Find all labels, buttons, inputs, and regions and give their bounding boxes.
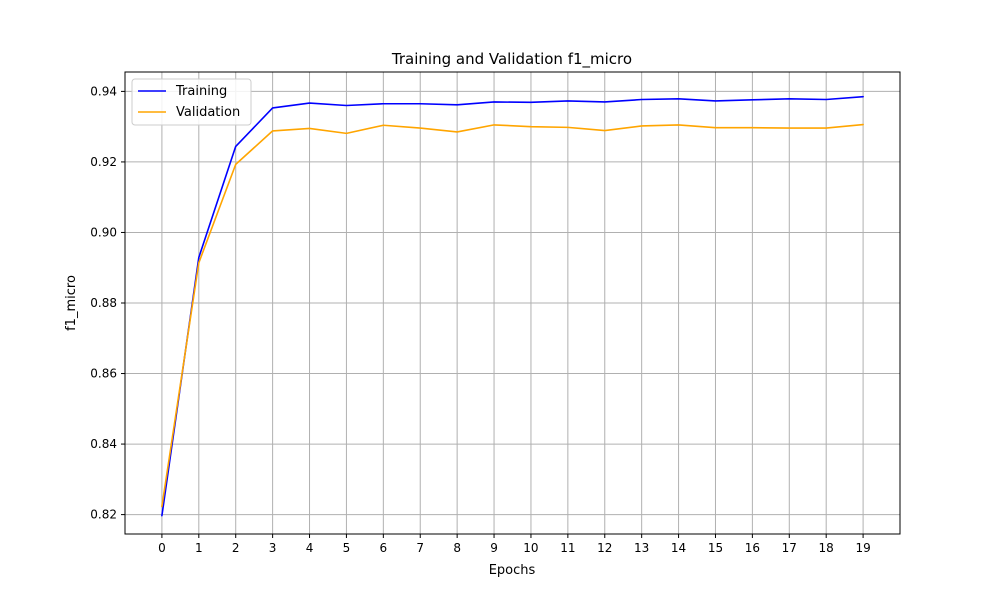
x-tick-label: 15 bbox=[708, 541, 723, 555]
x-tick-label: 7 bbox=[416, 541, 424, 555]
x-tick-label: 10 bbox=[523, 541, 538, 555]
x-tick-label: 13 bbox=[634, 541, 649, 555]
x-tick-label: 19 bbox=[855, 541, 870, 555]
x-tick-label: 2 bbox=[232, 541, 240, 555]
x-tick-label: 1 bbox=[195, 541, 203, 555]
x-tick-label: 5 bbox=[343, 541, 351, 555]
y-tick-label: 0.88 bbox=[90, 296, 117, 310]
x-tick-label: 18 bbox=[819, 541, 834, 555]
y-tick-label: 0.92 bbox=[90, 155, 117, 169]
x-axis-label: Epochs bbox=[489, 563, 536, 578]
x-tick-label: 12 bbox=[597, 541, 612, 555]
y-tick-label: 0.84 bbox=[90, 437, 117, 451]
chart-title: Training and Validation f1_micro bbox=[391, 50, 632, 69]
y-tick-label: 0.90 bbox=[90, 225, 117, 239]
y-tick-label: 0.94 bbox=[90, 84, 117, 98]
x-tick-label: 0 bbox=[158, 541, 166, 555]
x-tick-label: 8 bbox=[453, 541, 461, 555]
legend: Training Validation bbox=[131, 78, 252, 126]
x-tick-label: 11 bbox=[560, 541, 575, 555]
x-tick-label: 17 bbox=[782, 541, 797, 555]
series-line-training bbox=[161, 95, 864, 517]
legend-label-validation: Validation bbox=[176, 105, 240, 120]
series-lines bbox=[161, 95, 864, 517]
series-line-validation bbox=[161, 123, 864, 508]
x-tick-label: 6 bbox=[380, 541, 388, 555]
y-axis-label: f1_micro bbox=[64, 275, 79, 331]
x-tick-label: 4 bbox=[306, 541, 314, 555]
x-axis-ticks: 0 1 2 3 4 5 6 7 8 9 10 11 12 13 14 15 16 17 18 19 bbox=[158, 534, 871, 555]
y-tick-label: 0.86 bbox=[90, 367, 117, 381]
x-tick-label: 3 bbox=[269, 541, 277, 555]
x-tick-label: 16 bbox=[745, 541, 760, 555]
x-tick-label: 14 bbox=[671, 541, 686, 555]
y-tick-label: 0.82 bbox=[90, 508, 117, 522]
legend-label-training: Training bbox=[175, 84, 227, 99]
y-axis-ticks: 0.82 0.84 0.86 0.88 0.90 0.92 0.94 bbox=[90, 84, 125, 522]
x-tick-label: 9 bbox=[490, 541, 498, 555]
grid-lines bbox=[125, 72, 900, 534]
